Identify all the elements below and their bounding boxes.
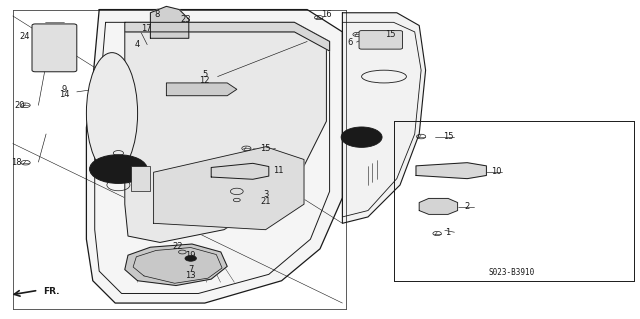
Text: S023-B3910: S023-B3910	[489, 268, 535, 277]
FancyBboxPatch shape	[359, 31, 403, 49]
Text: 15: 15	[385, 30, 396, 39]
Circle shape	[111, 165, 126, 173]
Text: 13: 13	[186, 271, 196, 280]
Bar	[131, 166, 150, 191]
Circle shape	[90, 155, 147, 183]
Text: 10: 10	[491, 167, 501, 176]
Text: 3: 3	[263, 190, 268, 199]
Text: 18: 18	[11, 158, 21, 167]
Text: 5: 5	[202, 70, 207, 79]
Polygon shape	[125, 32, 326, 242]
Polygon shape	[419, 198, 458, 214]
Circle shape	[341, 127, 382, 147]
Text: 19: 19	[186, 251, 196, 260]
Polygon shape	[150, 6, 189, 38]
Polygon shape	[125, 22, 330, 51]
FancyBboxPatch shape	[32, 24, 77, 72]
Polygon shape	[166, 83, 237, 96]
Text: 8: 8	[154, 10, 159, 19]
Text: 1: 1	[445, 228, 451, 237]
Polygon shape	[211, 163, 269, 179]
Text: 24: 24	[19, 32, 29, 41]
Text: 14: 14	[59, 90, 69, 99]
Text: 21: 21	[260, 197, 271, 206]
Polygon shape	[125, 244, 227, 286]
Text: 6: 6	[348, 38, 353, 47]
Text: 16: 16	[321, 10, 332, 19]
Text: 20: 20	[14, 101, 24, 110]
Text: 9: 9	[61, 85, 67, 94]
Text: 17: 17	[141, 24, 151, 33]
Circle shape	[185, 256, 196, 261]
Text: 2: 2	[465, 202, 470, 211]
Text: 4: 4	[135, 40, 140, 49]
Text: 12: 12	[200, 76, 210, 85]
Text: 22: 22	[173, 242, 183, 251]
Text: 15: 15	[443, 132, 453, 141]
Polygon shape	[86, 10, 342, 303]
Text: 23: 23	[180, 15, 191, 24]
Text: FR.: FR.	[44, 287, 60, 296]
Text: 11: 11	[273, 166, 284, 175]
Polygon shape	[342, 13, 426, 223]
Ellipse shape	[86, 53, 138, 174]
Text: 7: 7	[188, 265, 193, 274]
Text: 15: 15	[260, 144, 271, 152]
Polygon shape	[154, 147, 304, 230]
Polygon shape	[416, 163, 486, 179]
